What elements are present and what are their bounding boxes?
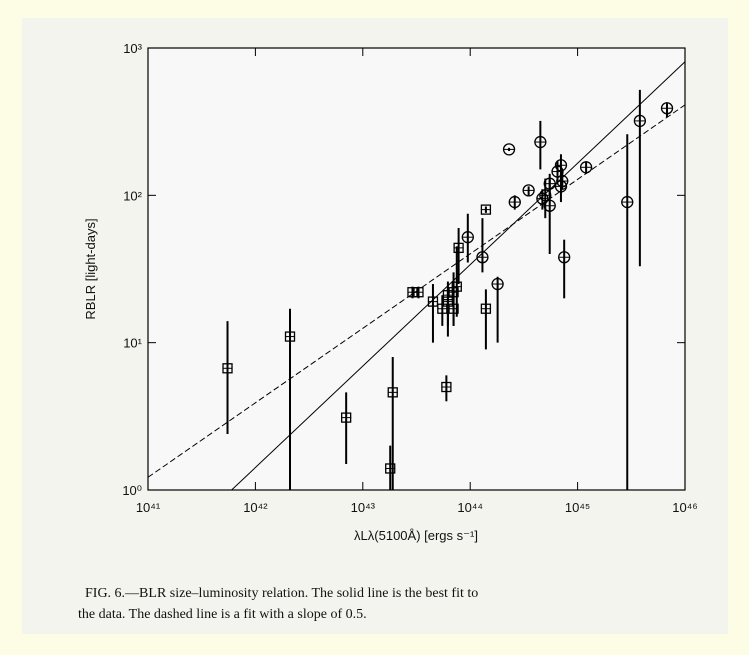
x-tick-label: 10⁴³ xyxy=(351,500,376,515)
data-point xyxy=(660,102,674,115)
y-tick-label: 10¹ xyxy=(123,336,142,351)
data-point xyxy=(534,135,547,149)
x-tick-label: 10⁴⁴ xyxy=(457,500,483,515)
caption-line: the data. The dashed line is a fit with … xyxy=(78,607,367,622)
x-axis-label: λLλ(5100Å) [ergs s⁻¹] xyxy=(354,528,478,543)
data-point xyxy=(554,159,568,172)
x-tick-label: 10⁴² xyxy=(243,500,268,515)
y-tick-label: 10² xyxy=(123,188,142,203)
data-point xyxy=(621,195,634,209)
y-axis-label: RBLR [light-days] xyxy=(83,218,98,319)
x-tick-label: 10⁴⁵ xyxy=(565,500,590,515)
x-tick-label: 10⁴¹ xyxy=(136,500,161,515)
data-point xyxy=(633,114,647,128)
caption-line: FIG. 6.—BLR size–luminosity relation. Th… xyxy=(85,586,478,601)
data-point xyxy=(502,143,516,156)
data-point xyxy=(522,184,535,197)
plot-frame xyxy=(147,47,686,491)
data-point xyxy=(579,161,593,174)
data-point xyxy=(539,189,552,202)
data-point xyxy=(476,251,489,264)
data-point xyxy=(558,251,571,264)
data-point xyxy=(508,195,521,209)
x-tick-label: 10⁴⁶ xyxy=(672,500,697,515)
data-point xyxy=(491,277,504,291)
data-point xyxy=(543,199,556,212)
data-point xyxy=(536,192,549,205)
data-point xyxy=(556,174,569,188)
data-point xyxy=(461,231,474,244)
y-tick-label: 10³ xyxy=(123,41,142,56)
y-tick-label: 10⁰ xyxy=(122,483,142,498)
